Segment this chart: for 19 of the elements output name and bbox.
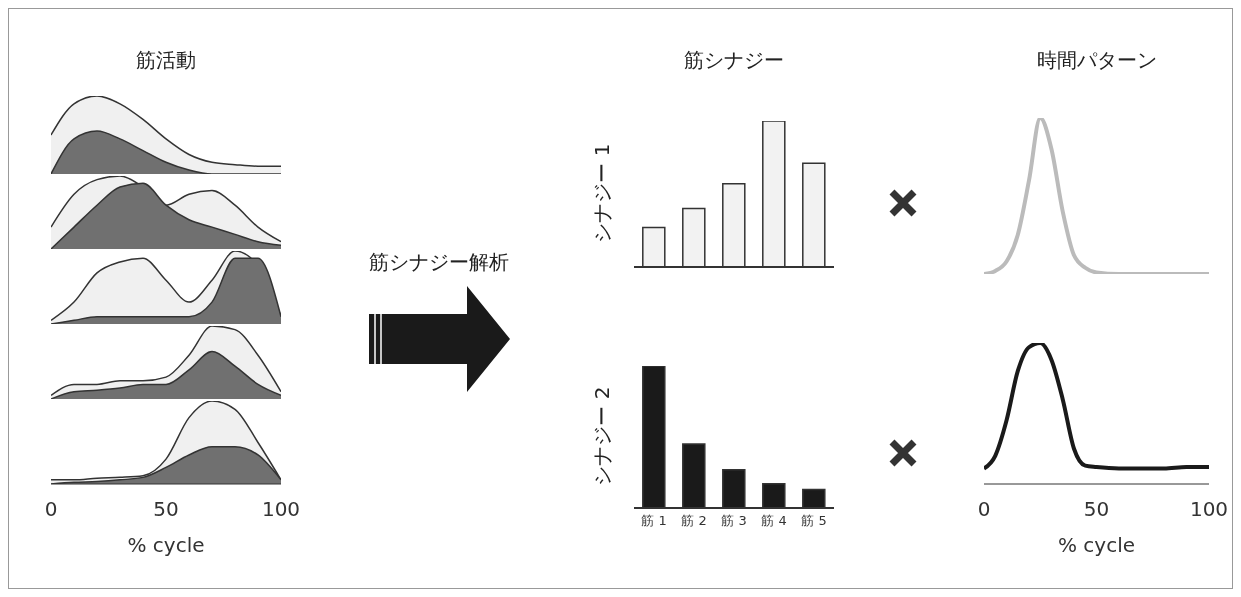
x-tick-label: 筋 3 xyxy=(721,513,747,529)
y-axis-title: シナジー 2 xyxy=(588,386,615,486)
x-tick-label: 筋 4 xyxy=(761,513,787,529)
text: 筋シナジー解析 xyxy=(368,249,510,276)
x-tick-label: 筋 1 xyxy=(641,513,667,529)
y-axis-title: シナジー 1 xyxy=(588,143,615,243)
x-tick-label: 0 xyxy=(977,497,991,522)
chart-title: 筋活動 xyxy=(135,47,197,74)
x-tick-label: 50 xyxy=(153,497,179,522)
chart-title: 筋シナジー xyxy=(683,47,785,74)
x-tick-label: 50 xyxy=(1083,497,1110,522)
x-axis-title: % cycle xyxy=(126,533,206,557)
x-tick-label: 筋 2 xyxy=(681,513,707,529)
x-tick-label: 0 xyxy=(44,497,58,522)
chart-title: 時間パターン xyxy=(1035,47,1158,74)
x-tick-label: 筋 5 xyxy=(801,513,827,529)
x-tick-label: 100 xyxy=(261,497,301,522)
x-axis-title: % cycle xyxy=(1056,533,1137,557)
x-tick-label: 100 xyxy=(1189,497,1229,522)
